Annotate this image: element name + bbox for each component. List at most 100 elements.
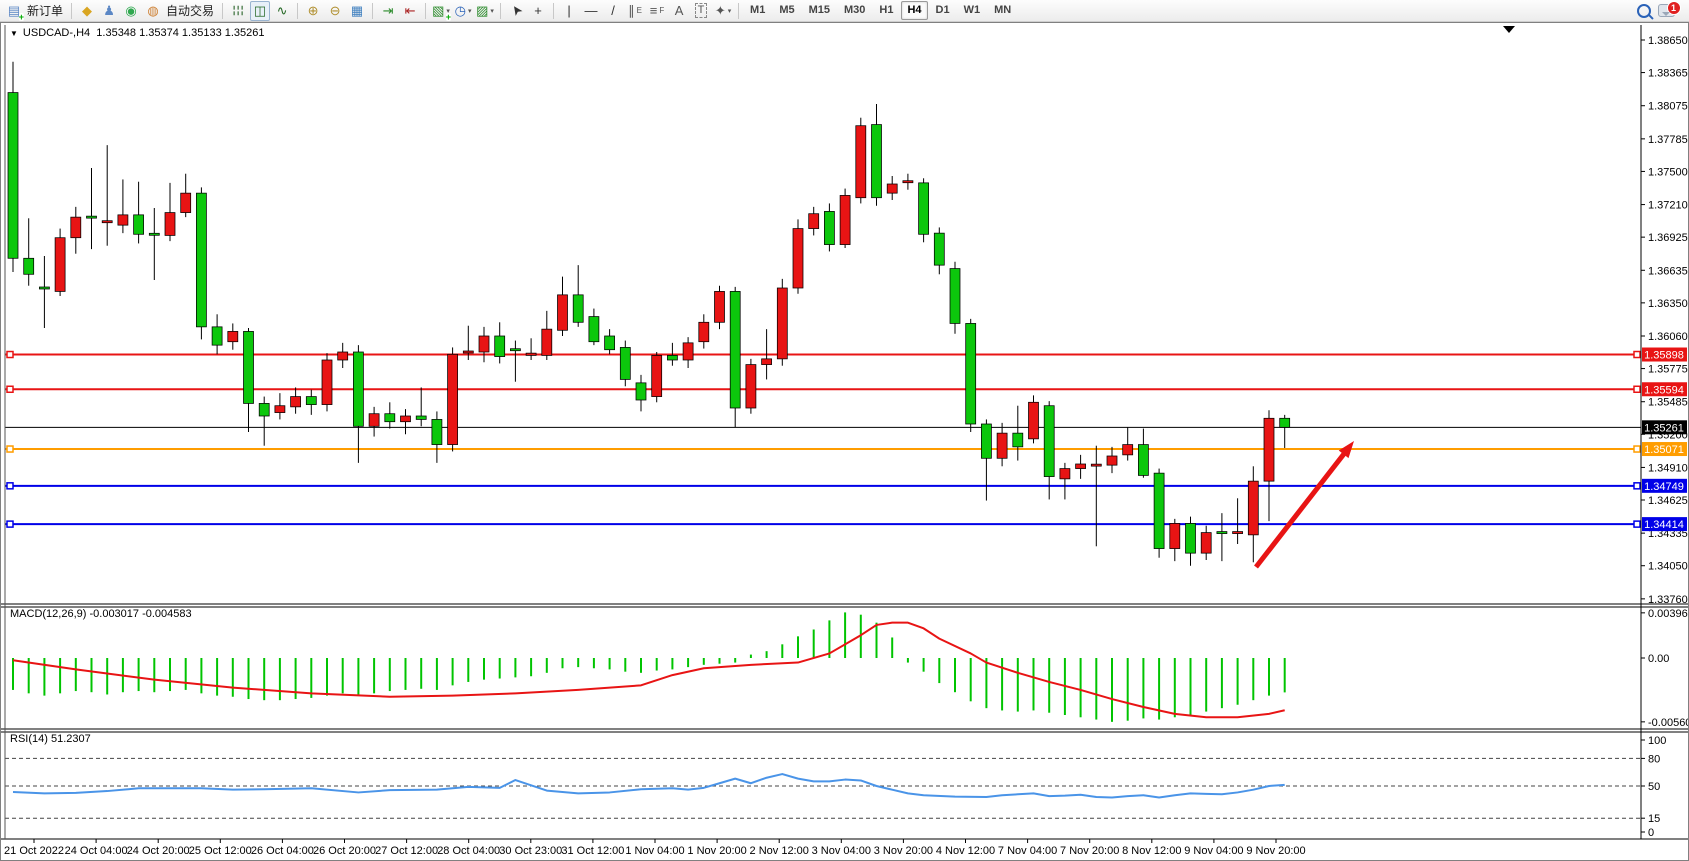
- line-chart-icon[interactable]: ∿: [276, 3, 288, 18]
- toolbar-separator: [297, 2, 299, 19]
- candle-61: [965, 323, 977, 425]
- crosshair-icon[interactable]: +: [534, 3, 542, 18]
- time-tick-label: 1 Nov 04:00: [625, 845, 684, 857]
- candle-5: [86, 215, 97, 219]
- line-handle[interactable]: [6, 350, 14, 359]
- zoom-in-icon[interactable]: ⊕: [307, 3, 319, 18]
- timeframe-button-w1[interactable]: W1: [963, 4, 981, 16]
- candle-66: [1043, 405, 1055, 477]
- svg-text:80: 80: [1648, 753, 1660, 765]
- price-badge-1.34749: [1642, 478, 1687, 493]
- arrows-icon[interactable]: ✦ ▾: [714, 3, 732, 18]
- scroll-to-end-icon[interactable]: ⇥: [382, 3, 394, 18]
- dropdown-arrow-icon[interactable]: ▾: [490, 7, 494, 15]
- macd-axis: 0.003961 0.00 -0.005601: [1641, 608, 1689, 729]
- toolbar-separator: [738, 2, 740, 19]
- time-tick-label: 25 Oct 12:00: [189, 845, 252, 857]
- template-icon[interactable]: ▨ ▾: [476, 3, 494, 18]
- timeframe-button-m5[interactable]: M5: [779, 4, 795, 16]
- dropdown-arrow-icon[interactable]: ▾: [467, 7, 472, 15]
- price-axis[interactable]: 1.38650 1.38365 1.38075 1.37785 1.37500 1.372…: [1641, 35, 1688, 606]
- price-badge-text: 1.34414: [1644, 519, 1684, 531]
- line-handle[interactable]: [6, 482, 14, 490]
- signal-icon[interactable]: ◉: [125, 3, 137, 18]
- time-tick-label: 24 Oct 04:00: [65, 845, 128, 857]
- candle-73: [1153, 472, 1165, 549]
- svg-text:0: 0: [1648, 827, 1654, 839]
- timeframe-button-d1[interactable]: D1: [935, 4, 950, 16]
- toolbar-separator: [500, 2, 502, 19]
- line-handle[interactable]: [6, 385, 14, 394]
- collapse-triangle-icon[interactable]: ▼: [10, 29, 18, 38]
- timeframe-button-m1[interactable]: M1: [750, 4, 766, 16]
- candle-63: [996, 432, 1008, 459]
- line-handle[interactable]: [6, 445, 14, 453]
- timeframe-button-m30[interactable]: M30: [844, 4, 866, 16]
- fibonacci-icon[interactable]: ≡ F: [649, 3, 665, 18]
- tile-windows-icon[interactable]: ▦: [350, 3, 364, 18]
- trend-arrow[interactable]: [1254, 441, 1354, 569]
- text-label-icon[interactable]: T: [691, 1, 711, 21]
- timeframe-button-h1[interactable]: H1: [879, 4, 894, 16]
- line-handle[interactable]: [1633, 520, 1641, 528]
- macd-pane[interactable]: [12, 612, 1286, 722]
- main-toolbar: ▤ + 新订单 ◆ ♟ ◉ ◍ 自动交易 ☷ ◫ ∿ ⊕ ⊖ ▦ ⇥ ⇤ ▧ + ▾ ◷ ▾ ▨ ▾ ➤ + | — / ∥ E ≡ F A T ✦…: [0, 0, 1689, 22]
- search-icon[interactable]: [1634, 1, 1654, 21]
- line-handle[interactable]: [1633, 350, 1641, 359]
- text-icon[interactable]: A: [674, 3, 684, 18]
- chart-shift-marker-icon[interactable]: [1503, 26, 1515, 33]
- horizontal-lines: [5, 353, 1641, 526]
- price-tick-label: 1.38365: [1648, 68, 1688, 80]
- auto-trading-icon[interactable]: ◍: [147, 3, 159, 18]
- line-handle[interactable]: [1633, 482, 1641, 490]
- candle-45: [714, 291, 725, 323]
- candle-48: [761, 358, 772, 365]
- chart-window[interactable]: ▼ USDCAD-,H4 1.35348 1.35374 1.35133 1.35…: [0, 22, 1689, 861]
- time-axis[interactable]: 21 Oct 2022 24 Oct 04:00 24 Oct 20:00 25 Oc…: [4, 839, 1306, 857]
- candlestick-icon[interactable]: ◫: [250, 0, 271, 21]
- channel-icon[interactable]: ∥ E: [628, 3, 642, 18]
- price-tick-label: 1.37210: [1648, 200, 1688, 212]
- gold-box-icon[interactable]: ◆: [82, 3, 93, 18]
- candlestick-series: [7, 61, 1291, 566]
- new-chart-icon[interactable]: ▧ + ▾: [432, 3, 452, 22]
- bar-chart-icon[interactable]: ☷: [230, 4, 246, 17]
- chat-icon[interactable]: 1: [1656, 1, 1681, 21]
- horizontal-line-icon[interactable]: —: [584, 3, 598, 18]
- vertical-line-icon[interactable]: |: [567, 3, 571, 18]
- dropdown-arrow-icon[interactable]: ▾: [727, 7, 732, 15]
- timeframe-button-h4[interactable]: H4: [901, 1, 928, 20]
- price-pane[interactable]: [5, 61, 1641, 569]
- candle-9: [148, 232, 160, 236]
- notification-badge: 1: [1666, 1, 1681, 15]
- candle-64: [1012, 432, 1024, 448]
- new-order-icon[interactable]: ▤ +: [7, 3, 24, 22]
- candle-81: [1279, 417, 1291, 428]
- cursor-icon[interactable]: ➤: [506, 1, 526, 20]
- time-tick-label: 21 Oct 2022: [4, 845, 64, 857]
- toolbar-label-auto_trading_label: 自动交易: [166, 4, 215, 18]
- macd-signal-value: -0.004583: [142, 608, 192, 620]
- candle-69: [1090, 463, 1102, 467]
- candle-38: [604, 335, 615, 351]
- price-badge-1.35071: [1642, 442, 1687, 457]
- user-chart-icon[interactable]: ♟: [103, 3, 115, 18]
- chart-canvas[interactable]: 1.38650 1.38365 1.38075 1.37785 1.37500 1.372…: [1, 23, 1689, 860]
- timeframe-button-m15[interactable]: M15: [808, 4, 830, 16]
- line-handle[interactable]: [1633, 385, 1641, 394]
- chart-shift-icon[interactable]: ⇤: [404, 3, 416, 18]
- candle-11: [180, 192, 192, 213]
- candle-28: [447, 353, 458, 445]
- rsi-pane[interactable]: [5, 757, 1641, 819]
- candle-21: [337, 351, 349, 361]
- line-handle[interactable]: [6, 520, 14, 528]
- time-tick-label: 31 Oct 12:00: [561, 845, 624, 857]
- rsi-value: 51.2307: [50, 733, 91, 745]
- dropdown-arrow-icon[interactable]: ▾: [446, 7, 450, 15]
- period-clock-icon[interactable]: ◷ ▾: [454, 3, 472, 18]
- candle-0: [7, 92, 19, 259]
- line-handle[interactable]: [1633, 445, 1641, 453]
- timeframe-button-mn[interactable]: MN: [994, 4, 1012, 16]
- zoom-out-icon[interactable]: ⊖: [329, 3, 341, 18]
- trendline-icon[interactable]: /: [611, 3, 615, 18]
